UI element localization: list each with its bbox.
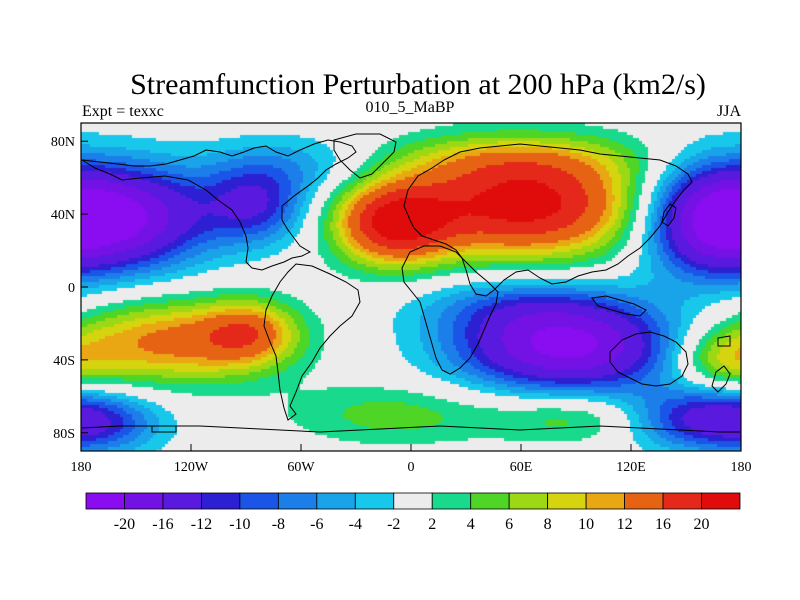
y-tick-label: 40S <box>53 354 75 369</box>
colorbar-swatch <box>662 492 702 510</box>
colorbar-swatch <box>585 492 625 510</box>
chart-title: Streamfunction Perturbation at 200 hPa (… <box>130 68 706 101</box>
colorbar-label: -16 <box>152 516 173 533</box>
x-axis: 180 120W 60W 0 60E 120E 180 <box>71 444 752 475</box>
colorbar-swatch <box>239 492 279 510</box>
x-tick-label: 120E <box>616 460 646 475</box>
colorbar-swatch <box>124 492 164 510</box>
colorbar-label: 6 <box>505 516 513 533</box>
map-panel: 180 120W 60W 0 60E 120E 180 80N 40N 0 40S 80S <box>51 122 752 475</box>
colorbar-swatch <box>393 492 433 510</box>
colorbar: -20 -16 -12 -10 -8 -6 -4 -2 2 4 6 8 10 12 16 20 <box>85 492 741 533</box>
y-axis: 80N 40N 0 40S 80S <box>51 135 88 442</box>
y-tick-label: 80S <box>53 427 75 442</box>
colorbar-swatch <box>431 492 472 510</box>
subtitle-center: 010_5_MaBP <box>366 99 455 116</box>
subtitle-right: JJA <box>717 103 741 120</box>
subtitle-left: Expt = texxc <box>82 103 164 120</box>
colorbar-swatch <box>201 492 241 510</box>
colorbar-label: -2 <box>387 516 400 533</box>
x-tick-label: 180 <box>71 460 92 475</box>
colorbar-label: 4 <box>467 516 475 533</box>
y-tick-label: 0 <box>68 281 75 296</box>
colorbar-swatch <box>470 492 510 510</box>
colorbar-label: 20 <box>694 516 710 533</box>
coastlines <box>81 133 740 433</box>
colorbar-label: 10 <box>578 516 594 533</box>
colorbar-swatch <box>701 492 741 510</box>
colorbar-label: -10 <box>229 516 250 533</box>
colorbar-swatch <box>624 492 664 510</box>
y-tick-label: 40N <box>51 208 75 223</box>
contour-field <box>81 123 741 451</box>
colorbar-swatch <box>162 492 202 510</box>
colorbar-swatch <box>354 492 395 510</box>
colorbar-swatch <box>277 492 318 510</box>
colorbar-label: -12 <box>191 516 212 533</box>
colorbar-label: 2 <box>428 516 436 533</box>
colorbar-swatch <box>547 492 587 510</box>
colorbar-label: 8 <box>544 516 552 533</box>
colorbar-label: 16 <box>655 516 671 533</box>
colorbar-label: -6 <box>310 516 323 533</box>
colorbar-swatch <box>85 492 125 510</box>
x-tick-label: 120W <box>174 460 209 475</box>
y-tick-label: 80N <box>51 135 75 150</box>
colorbar-label: -4 <box>349 516 362 533</box>
x-tick-label: 180 <box>731 460 752 475</box>
colorbar-label: -20 <box>114 516 135 533</box>
colorbar-swatch <box>508 492 549 510</box>
x-tick-label: 60E <box>510 460 533 475</box>
colorbar-label: -8 <box>272 516 285 533</box>
x-tick-label: 0 <box>408 460 415 475</box>
x-tick-label: 60W <box>287 460 315 475</box>
colorbar-label: 12 <box>617 516 633 533</box>
colorbar-swatch <box>316 492 356 510</box>
